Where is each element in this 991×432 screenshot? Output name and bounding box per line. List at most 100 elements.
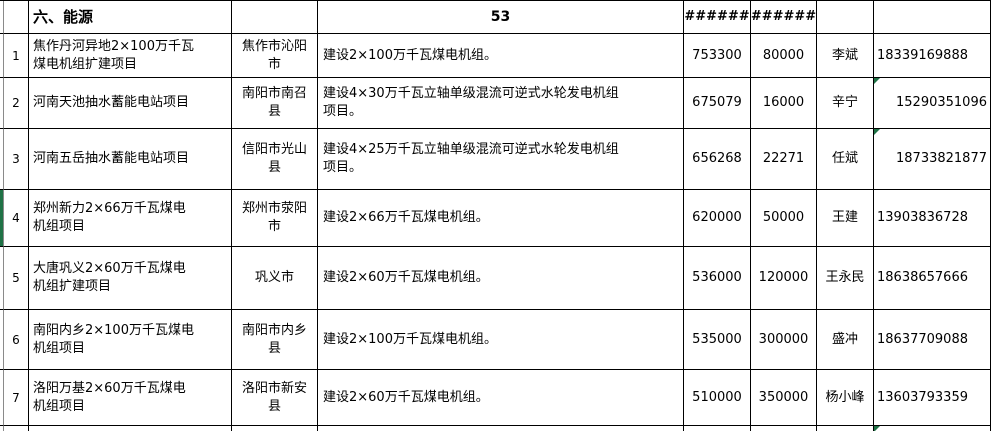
investment-total-cell[interactable]: 620000	[684, 190, 751, 247]
phone-cell[interactable]: 18638657666	[874, 247, 991, 310]
contact-name-cell[interactable]: 王永民	[817, 247, 874, 310]
row-number-cell[interactable]	[4, 1, 29, 34]
investment-total-cell[interactable]: 675079	[684, 78, 751, 129]
phone-header-cell[interactable]	[874, 1, 991, 34]
description-cell[interactable]: 建设2×66万千瓦煤电机组。	[318, 190, 684, 247]
left-sliver-cell	[0, 129, 4, 190]
partial-cell	[751, 426, 817, 431]
investment-annual-cell[interactable]: 80000	[751, 34, 817, 78]
location-cell[interactable]: 南阳市内乡县	[232, 310, 318, 370]
section-header-row: 六、能源 53 ###### ######	[0, 1, 991, 34]
row-number-cell[interactable]: 6	[4, 310, 29, 370]
partial-cell	[817, 426, 874, 431]
location-line: 郑州市荥阳	[241, 201, 307, 216]
phone-cell[interactable]: 18637709088	[874, 310, 991, 370]
section-count: 53	[490, 9, 511, 25]
contact-name-cell[interactable]: 王建	[817, 190, 874, 247]
investment-annual-value: 50000	[762, 210, 805, 225]
contact-name-cell[interactable]: 李斌	[817, 34, 874, 78]
project-name-cell[interactable]: 大唐巩义2×60万千瓦煤电 机组扩建项目	[29, 247, 232, 310]
project-name-cell[interactable]: 南阳内乡2×100万千瓦煤电 机组项目	[29, 310, 232, 370]
table-row: 3 河南五岳抽水蓄能电站项目 信阳市光山县建设4×25万千瓦立轴单级混流可逆式水轮发…	[0, 129, 991, 190]
location-line: 市	[267, 56, 281, 72]
row-number-cell[interactable]: 1	[4, 34, 29, 78]
error-flag-triangle	[874, 78, 880, 84]
contact-name-cell[interactable]: 任斌	[817, 129, 874, 190]
phone-cell[interactable]: 18339169888	[874, 34, 991, 78]
location-line: 市	[267, 219, 281, 234]
investment-annual-cell[interactable]: 350000	[751, 370, 817, 426]
section-title-cell[interactable]: 六、能源	[29, 1, 232, 34]
project-name-cell[interactable]: 河南天池抽水蓄能电站项目	[29, 78, 232, 129]
row-number: 5	[12, 271, 20, 285]
overflow-cell[interactable]: ######	[751, 1, 817, 34]
location-header-cell[interactable]	[232, 1, 318, 34]
phone-cell[interactable]: 13603793359	[874, 370, 991, 426]
investment-annual-cell[interactable]: 16000	[751, 78, 817, 129]
investment-annual-cell[interactable]: 22271	[751, 129, 817, 190]
investment-annual-cell[interactable]: 120000	[751, 247, 817, 310]
description-cell[interactable]: 建设4×30万千瓦立轴单级混流可逆式水轮发电机组 项目。	[318, 78, 684, 129]
project-name-line: 大唐巩义2×60万千瓦煤电	[33, 261, 186, 276]
row-marker	[0, 190, 4, 247]
project-name-cell[interactable]: 焦作丹河异地2×100万千瓦 煤电机组扩建项目	[29, 34, 232, 78]
phone-cell[interactable]: 15290351096	[874, 78, 991, 129]
contact-name: 王永民	[825, 270, 865, 285]
project-name-line: 机组项目	[33, 340, 86, 356]
location-cell[interactable]: 巩义市	[232, 247, 318, 310]
contact-name-cell[interactable]: 辛宁	[817, 78, 874, 129]
overflow-hashes: ######	[751, 9, 817, 24]
investment-total-cell[interactable]: 656268	[684, 129, 751, 190]
investment-total-cell[interactable]: 753300	[684, 34, 751, 78]
contact-header-cell[interactable]	[817, 1, 874, 34]
overflow-cell[interactable]: ######	[684, 1, 751, 34]
location-cell[interactable]: 南阳市南召县	[232, 78, 318, 129]
location-line: 焦作市沁阳	[241, 38, 307, 54]
investment-annual-cell[interactable]: 50000	[751, 190, 817, 247]
contact-name: 杨小峰	[825, 389, 865, 405]
location-line: 县	[267, 398, 281, 414]
contact-name-cell[interactable]: 杨小峰	[817, 370, 874, 426]
project-name-cell[interactable]: 郑州新力2×66万千瓦煤电 机组项目	[29, 190, 232, 247]
location-cell[interactable]: 焦作市沁阳市	[232, 34, 318, 78]
investment-total-cell[interactable]: 536000	[684, 247, 751, 310]
project-name-line: 焦作丹河异地2×100万千瓦	[33, 38, 194, 54]
description-cell[interactable]: 建设2×60万千瓦煤电机组。	[318, 247, 684, 310]
investment-annual-value: 22271	[762, 151, 805, 166]
table-row: 4 郑州新力2×66万千瓦煤电 机组项目 郑州市荥阳市建设2×66万千瓦煤电机组。 62…	[0, 190, 991, 247]
project-name-line: 郑州新力2×66万千瓦煤电	[33, 201, 186, 216]
investment-total-value: 536000	[692, 270, 742, 285]
contact-name: 王建	[831, 210, 858, 225]
description-cell[interactable]: 建设2×100万千瓦煤电机组。	[318, 310, 684, 370]
row-number-cell[interactable]: 2	[4, 78, 29, 129]
investment-total-cell[interactable]: 535000	[684, 310, 751, 370]
project-name-cell[interactable]: 洛阳万基2×60万千瓦煤电 机组项目	[29, 370, 232, 426]
phone-cell[interactable]: 18733821877	[874, 129, 991, 190]
row-number-cell[interactable]: 5	[4, 247, 29, 310]
row-number-cell[interactable]: 7	[4, 370, 29, 426]
partial-table-row	[0, 426, 991, 431]
section-title: 六、能源	[33, 8, 94, 26]
location-cell[interactable]: 郑州市荥阳市	[232, 190, 318, 247]
error-flag-triangle	[874, 426, 880, 431]
count-cell[interactable]: 53	[318, 1, 684, 34]
row-number-cell[interactable]: 3	[4, 129, 29, 190]
location-cell[interactable]: 信阳市光山县	[232, 129, 318, 190]
table-row: 2 河南天池抽水蓄能电站项目 南阳市南召县建设4×30万千瓦立轴单级混流可逆式水轮发…	[0, 78, 991, 129]
investment-total-cell[interactable]: 510000	[684, 370, 751, 426]
error-flag-triangle	[874, 129, 880, 135]
investment-total-value: 656268	[692, 151, 742, 166]
row-number-cell[interactable]: 4	[4, 190, 29, 247]
description-line: 建设4×30万千瓦立轴单级混流可逆式水轮发电机组	[323, 86, 619, 101]
project-name-cell[interactable]: 河南五岳抽水蓄能电站项目	[29, 129, 232, 190]
investment-annual-cell[interactable]: 300000	[751, 310, 817, 370]
description-cell[interactable]: 建设4×25万千瓦立轴单级混流可逆式水轮发电机组 项目。	[318, 129, 684, 190]
left-sliver-cell	[0, 78, 4, 129]
description-cell[interactable]: 建设2×100万千瓦煤电机组。	[318, 34, 684, 78]
description-line: 建设4×25万千瓦立轴单级混流可逆式水轮发电机组	[323, 142, 619, 157]
location-cell[interactable]: 洛阳市新安县	[232, 370, 318, 426]
phone-cell[interactable]: 13903836728	[874, 190, 991, 247]
location-line: 南阳市南召	[241, 86, 307, 101]
description-cell[interactable]: 建设2×60万千瓦煤电机组。	[318, 370, 684, 426]
contact-name-cell[interactable]: 盛冲	[817, 310, 874, 370]
